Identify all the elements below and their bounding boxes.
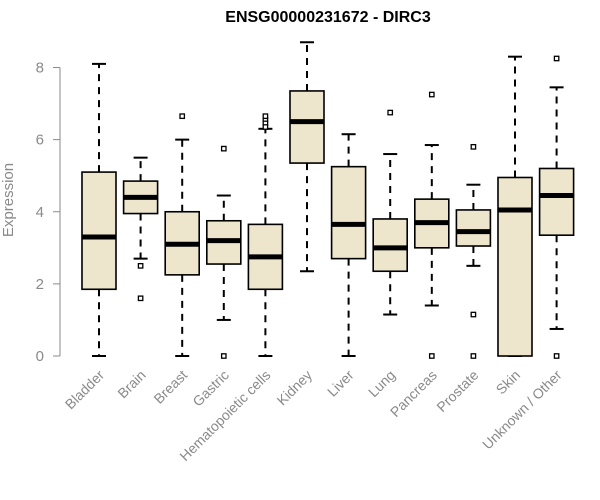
outlier-point <box>220 145 227 152</box>
iqr-box <box>372 218 409 273</box>
outlier-point <box>262 113 269 120</box>
iqr-box <box>81 171 117 291</box>
x-tick-label: Skin <box>493 367 524 398</box>
outlier-point <box>137 295 144 302</box>
x-tick-label: Brain <box>114 367 148 401</box>
box-hematopoietic-cells <box>247 113 284 357</box>
iqr-box <box>455 209 492 247</box>
x-tick-label: Bladder <box>62 367 108 413</box>
box-kidney <box>289 41 325 273</box>
x-tick-label: Lung <box>365 367 398 400</box>
box-unknown-other <box>538 55 575 359</box>
outlier-point <box>470 143 477 150</box>
boxes-group <box>81 41 575 359</box>
box-breast <box>164 113 200 357</box>
x-tick-label: Prostate <box>433 367 481 415</box>
y-tick-label: 2 <box>36 276 44 293</box>
x-tick-label: Liver <box>324 367 357 400</box>
iqr-box <box>330 165 367 260</box>
outlier-point <box>553 353 560 359</box>
box-prostate <box>455 143 492 359</box>
outlier-point <box>553 55 560 62</box>
box-lung <box>372 109 409 316</box>
y-tick-label: 0 <box>36 348 44 365</box>
outlier-point <box>137 262 144 269</box>
y-tick-label: 8 <box>36 60 44 77</box>
box-brain <box>122 156 159 302</box>
outlier-point <box>470 311 477 318</box>
box-gastric <box>206 145 242 359</box>
y-axis-label: Expression <box>0 163 17 237</box>
chart-title: ENSG00000231672 - DIRC3 <box>225 9 431 26</box>
box-pancreas <box>413 91 450 359</box>
outlier-point <box>428 91 435 98</box>
outlier-point <box>387 109 394 116</box>
y-axis-ticks: 0 2 4 6 8 <box>36 60 60 365</box>
outlier-point <box>470 353 477 359</box>
iqr-box <box>538 167 575 236</box>
iqr-box <box>497 176 533 357</box>
outlier-point <box>262 124 269 130</box>
x-tick-label: Kidney <box>274 367 316 409</box>
x-tick-label: Unknown / Other <box>479 367 565 453</box>
x-tick-label: Breast <box>150 367 190 407</box>
outlier-point <box>179 113 186 120</box>
outlier-point <box>428 353 435 359</box>
y-tick-label: 4 <box>36 204 44 221</box>
y-tick-label: 6 <box>36 132 44 149</box>
box-liver <box>330 133 367 357</box>
box-bladder <box>81 62 117 357</box>
box-skin <box>497 55 533 357</box>
iqr-box <box>289 90 325 164</box>
outlier-point <box>220 353 227 359</box>
